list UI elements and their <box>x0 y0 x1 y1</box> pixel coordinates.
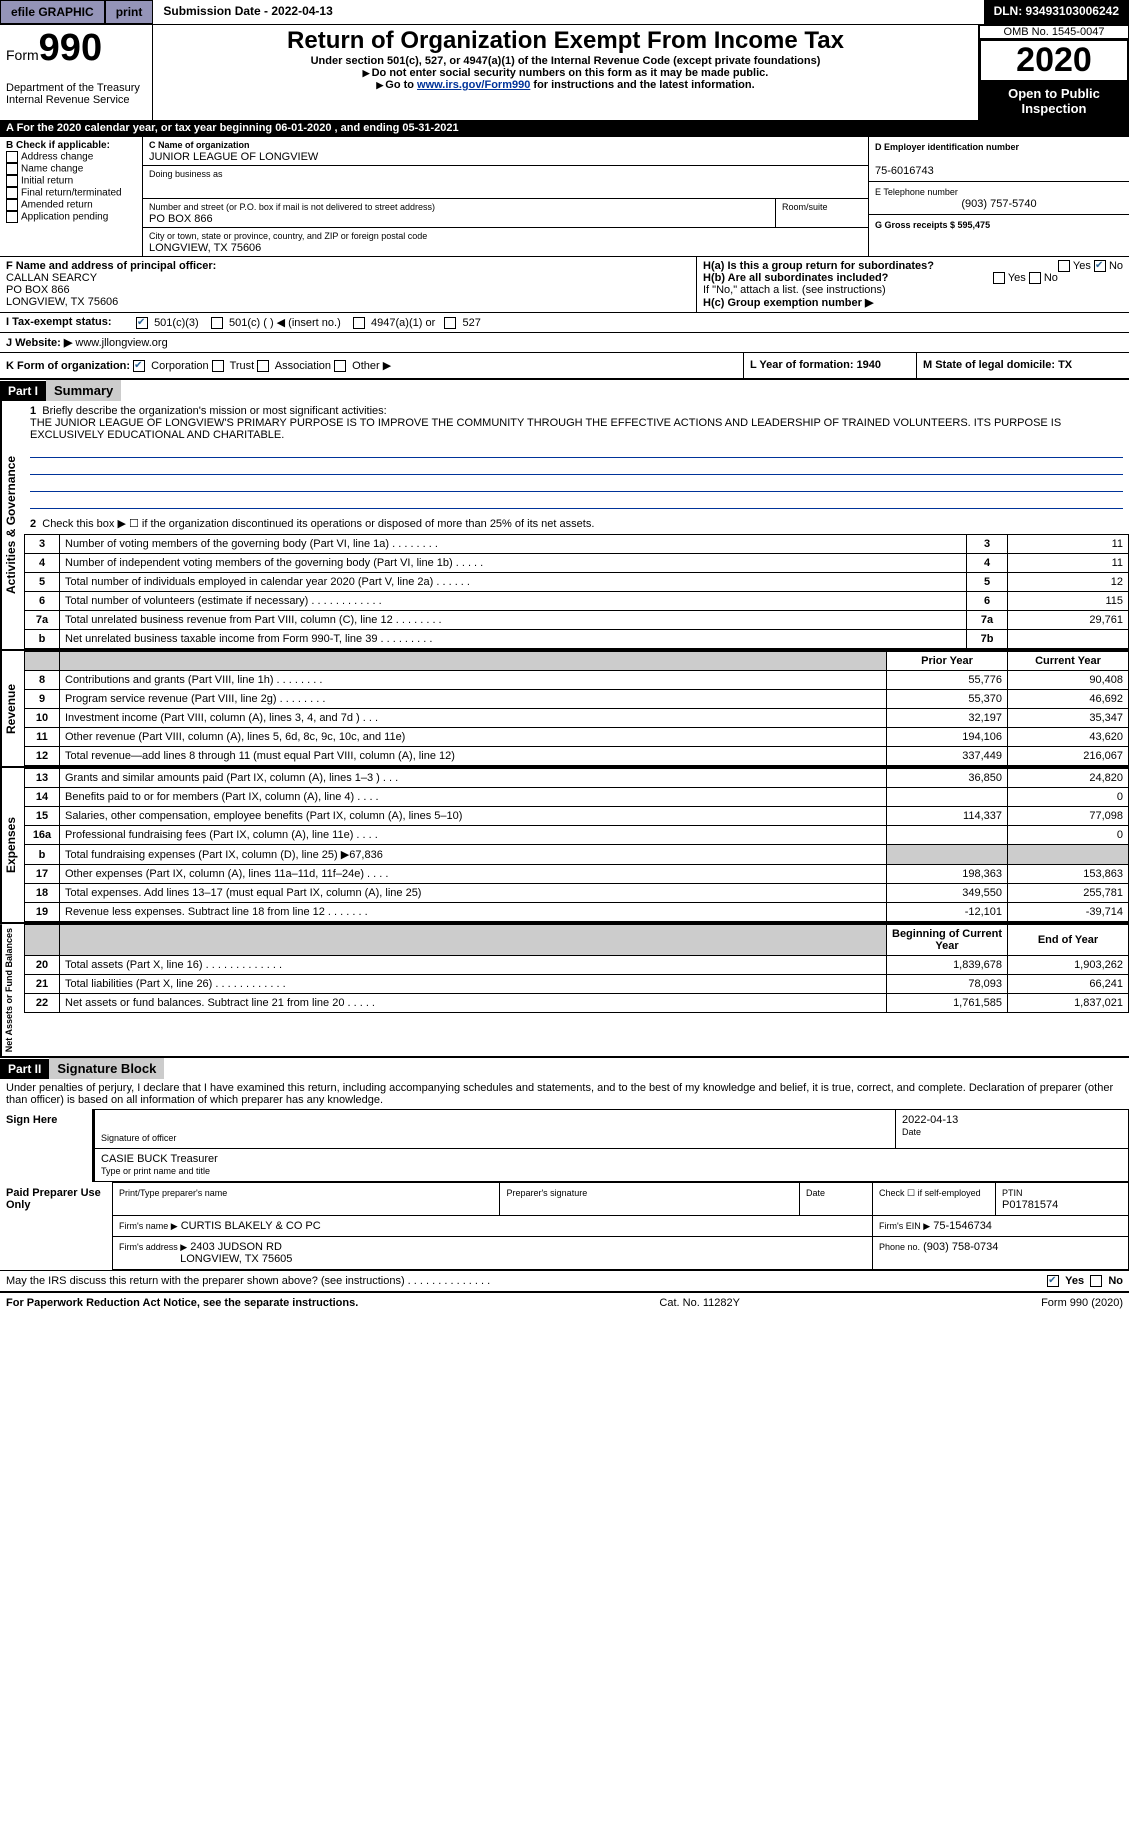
irs-link[interactable]: www.irs.gov/Form990 <box>417 79 530 91</box>
side-governance: Activities & Governance <box>0 401 24 649</box>
sig-date: 2022-04-13 <box>902 1114 958 1126</box>
part1: Part ISummary Activities & Governance 1 … <box>0 380 1129 1056</box>
year-formation: L Year of formation: 1940 <box>750 359 881 371</box>
part2-header: Part II <box>0 1059 49 1079</box>
signature-table: Sign Here Signature of officer 2022-04-1… <box>0 1109 1129 1182</box>
checkbox-501c[interactable] <box>211 317 223 329</box>
submission-date: Submission Date - 2022-04-13 <box>153 0 342 24</box>
box-c: C Name of organization JUNIOR LEAGUE OF … <box>143 137 869 256</box>
side-expenses: Expenses <box>0 768 24 922</box>
governance-table: 3Number of voting members of the governi… <box>24 534 1129 649</box>
side-netassets: Net Assets or Fund Balances <box>0 924 24 1056</box>
side-revenue: Revenue <box>0 651 24 766</box>
form-subtitle: Under section 501(c), 527, or 4947(a)(1)… <box>159 55 972 67</box>
checkbox-ha-no[interactable] <box>1094 260 1106 272</box>
officer-name-title: CASIE BUCK Treasurer <box>101 1153 218 1165</box>
revenue-table: Prior YearCurrent Year 8Contributions an… <box>24 651 1129 766</box>
topbar: efile GRAPHIC print Submission Date - 20… <box>0 0 1129 25</box>
checkbox-amended[interactable] <box>6 199 18 211</box>
checkbox-hb-yes[interactable] <box>993 272 1005 284</box>
box-i: I Tax-exempt status: 501(c)(3) 501(c) ( … <box>0 312 1129 332</box>
box-klm: K Form of organization: Corporation Trus… <box>0 352 1129 380</box>
header-boxes: B Check if applicable: Address change Na… <box>0 136 1129 256</box>
form-title: Return of Organization Exempt From Incom… <box>159 27 972 55</box>
note-link: Go to www.irs.gov/Form990 for instructio… <box>159 79 972 91</box>
firm-phone: (903) 758-0734 <box>923 1241 998 1253</box>
checkbox-final[interactable] <box>6 187 18 199</box>
irs-label: Internal Revenue Service <box>6 94 130 106</box>
checkbox-501c3[interactable] <box>136 317 148 329</box>
ptin: P01781574 <box>1002 1199 1058 1211</box>
firm-ein: 75-1546734 <box>933 1220 992 1232</box>
preparer-table: Paid Preparer Use Only Print/Type prepar… <box>0 1182 1129 1270</box>
mission-text: THE JUNIOR LEAGUE OF LONGVIEW'S PRIMARY … <box>30 417 1061 441</box>
checkbox-assoc[interactable] <box>257 360 269 372</box>
footer: For Paperwork Reduction Act Notice, see … <box>0 1291 1129 1313</box>
org-street: PO BOX 866 <box>149 213 213 225</box>
checkbox-other[interactable] <box>334 360 346 372</box>
checkbox-address[interactable] <box>6 151 18 163</box>
omb-number: OMB No. 1545-0047 <box>979 25 1129 39</box>
officer-name: CALLAN SEARCY <box>6 272 97 284</box>
checkbox-corp[interactable] <box>133 360 145 372</box>
form-label: Form990 <box>6 47 102 63</box>
box-fh: F Name and address of principal officer:… <box>0 256 1129 312</box>
checkbox-527[interactable] <box>444 317 456 329</box>
box-j: J Website: ▶ www.jllongview.org <box>0 332 1129 352</box>
org-city: LONGVIEW, TX 75606 <box>149 242 261 254</box>
part2: Part IISignature Block Under penalties o… <box>0 1056 1129 1291</box>
print-button[interactable]: print <box>105 0 154 24</box>
open-public: Open to Public Inspection <box>979 82 1129 120</box>
checkbox-4947[interactable] <box>353 317 365 329</box>
phone: (903) 757-5740 <box>875 198 1123 210</box>
gross-receipts: G Gross receipts $ 595,475 <box>875 220 990 230</box>
checkbox-pending[interactable] <box>6 211 18 223</box>
expenses-table: 13Grants and similar amounts paid (Part … <box>24 768 1129 922</box>
checkbox-initial[interactable] <box>6 175 18 187</box>
website: www.jllongview.org <box>75 337 167 349</box>
note-ssn: Do not enter social security numbers on … <box>159 67 972 79</box>
section-a: A For the 2020 calendar year, or tax yea… <box>0 120 1129 136</box>
dln: DLN: 93493103006242 <box>984 0 1129 24</box>
efile-button[interactable]: efile GRAPHIC <box>0 0 105 24</box>
checkbox-discuss-yes[interactable] <box>1047 1275 1059 1287</box>
checkbox-name[interactable] <box>6 163 18 175</box>
org-name: JUNIOR LEAGUE OF LONGVIEW <box>149 151 318 163</box>
checkbox-trust[interactable] <box>212 360 224 372</box>
state-domicile: M State of legal domicile: TX <box>923 359 1072 371</box>
dept-label: Department of the Treasury <box>6 82 140 94</box>
checkbox-hb-no[interactable] <box>1029 272 1041 284</box>
declaration: Under penalties of perjury, I declare th… <box>0 1079 1129 1109</box>
box-deg: D Employer identification number 75-6016… <box>869 137 1129 256</box>
ein: 75-6016743 <box>875 165 934 177</box>
checkbox-discuss-no[interactable] <box>1090 1275 1102 1287</box>
form-header: Form990 Department of the Treasury Inter… <box>0 25 1129 120</box>
tax-year: 2020 <box>979 39 1129 82</box>
part1-header: Part I <box>0 381 46 401</box>
checkbox-ha-yes[interactable] <box>1058 260 1070 272</box>
firm-name: CURTIS BLAKELY & CO PC <box>181 1220 321 1232</box>
netassets-table: Beginning of Current YearEnd of Year 20T… <box>24 924 1129 1013</box>
box-b: B Check if applicable: Address change Na… <box>0 137 143 256</box>
